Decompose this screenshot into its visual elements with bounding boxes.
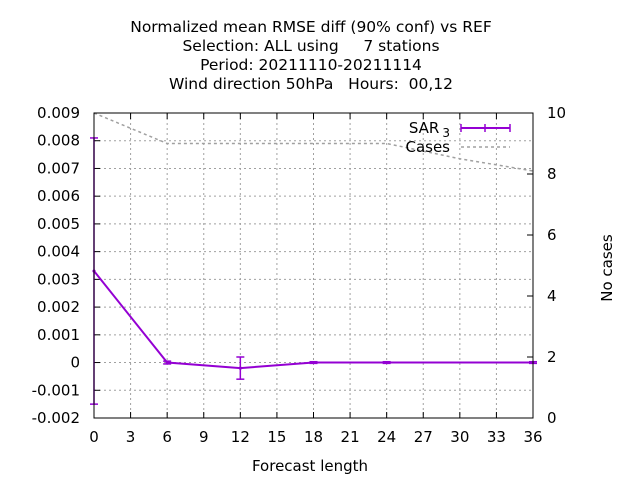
- x-tick-label: 6: [162, 428, 172, 446]
- y-tick-label: 0.002: [37, 298, 80, 316]
- x-tick-label: 9: [199, 428, 209, 446]
- grid: [94, 113, 533, 418]
- legend: SAR 3 Cases: [405, 119, 511, 156]
- title-line-4: Wind direction 50hPa Hours: 00,12: [169, 75, 453, 93]
- x-tick-label: 0: [89, 428, 99, 446]
- y-tick-label: 0.007: [37, 159, 80, 177]
- y-tick-label: 0.005: [37, 215, 80, 233]
- y-tick-label: 0.004: [37, 243, 80, 261]
- series-cases: [93, 112, 534, 172]
- y2-axis-label: No cases: [598, 234, 616, 302]
- sar-point: [311, 360, 316, 365]
- y2-tick-label: 2: [547, 348, 557, 366]
- y-tick-label: 0.003: [37, 270, 80, 288]
- plot-frame: [93, 112, 534, 419]
- x-tick-label: 18: [304, 428, 323, 446]
- y-tick-label: -0.001: [32, 381, 80, 399]
- y-axis-ticks: -0.002 -0.001 0 0.001 0.002 0.003 0.004 0.005 0.…: [32, 104, 100, 427]
- title-line-1: Normalized mean RMSE diff (90% conf) vs …: [130, 18, 492, 36]
- sar-point: [165, 360, 169, 365]
- y-tick-label: 0.009: [37, 104, 80, 122]
- cases-line: [93, 112, 534, 172]
- x-tick-label: 15: [267, 428, 286, 446]
- y2-tick-label: 4: [547, 287, 557, 305]
- y2-tick-label: 6: [547, 226, 557, 244]
- x-tick-label: 12: [231, 428, 250, 446]
- title-line-2: Selection: ALL using 7 stations: [182, 37, 439, 55]
- sar-point: [238, 366, 242, 370]
- y-tick-label: -0.002: [32, 409, 80, 427]
- sar-line: [93, 270, 533, 370]
- legend-label-cases: Cases: [405, 138, 450, 156]
- x-tick-label: 21: [341, 428, 360, 446]
- y-tick-label: 0.001: [37, 326, 80, 344]
- y2-tick-label: 8: [547, 165, 557, 183]
- y-tick-label: 0.006: [37, 187, 80, 205]
- x-tick-label: 36: [523, 428, 542, 446]
- x-tick-label: 33: [487, 428, 506, 446]
- sar-point: [385, 360, 389, 365]
- y-tick-label: 0: [70, 354, 80, 372]
- chart-title: Normalized mean RMSE diff (90% conf) vs …: [130, 18, 492, 93]
- y2-tick-label: 10: [547, 104, 566, 122]
- x-tick-label: 30: [450, 428, 469, 446]
- x-tick-label: 24: [377, 428, 396, 446]
- y-tick-label: 0.008: [37, 132, 80, 150]
- x-tick-label: 27: [414, 428, 433, 446]
- x-tick-label: 3: [126, 428, 136, 446]
- y2-axis-ticks: 0 2 4 6 8 10: [527, 104, 566, 427]
- legend-sample-sar: [460, 124, 511, 132]
- title-line-3: Period: 20211110-20211114: [200, 56, 422, 74]
- y2-tick-label: 0: [547, 409, 557, 427]
- legend-label-sar: SAR 3: [409, 119, 450, 140]
- x-axis-ticks: 0 3 6 9 12 15 18 21 24 27 30 33 36: [89, 113, 543, 446]
- x-axis-label: Forecast length: [252, 457, 368, 475]
